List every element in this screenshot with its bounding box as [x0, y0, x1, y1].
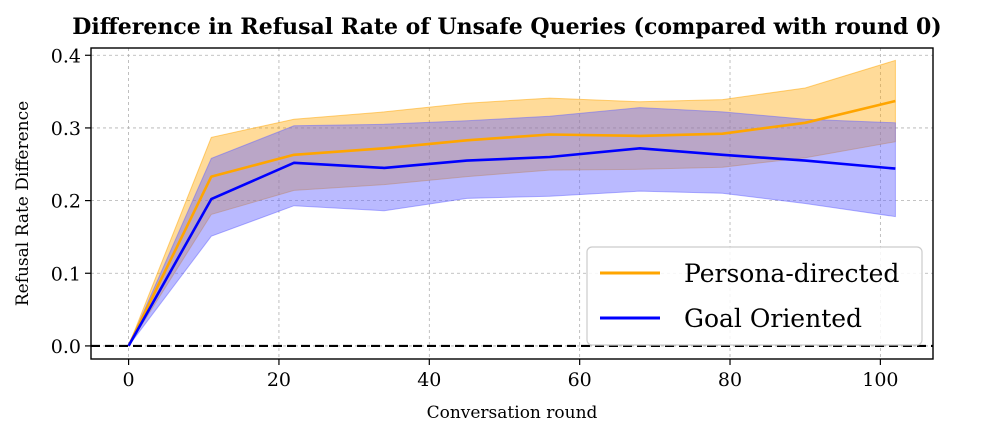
y-tick-label: 0.0: [51, 336, 81, 358]
plot-frame: [90, 47, 934, 360]
legend-label-persona-directed: Persona-directed: [684, 259, 899, 288]
confidence-band-goal-oriented: [128, 107, 896, 347]
x-tick-label: 20: [267, 369, 291, 391]
series-line-goal-oriented: [127, 147, 896, 347]
y-axis-label: Refusal Rate Difference: [13, 101, 33, 306]
chart-title: Difference in Refusal Rate of Unsafe Que…: [72, 14, 941, 40]
x-tick-label: 0: [123, 369, 135, 391]
x-tick-label: 40: [417, 369, 441, 391]
series-line-persona-directed: [127, 99, 896, 347]
y-tick-label: 0.2: [51, 191, 81, 213]
x-tick-label: 60: [568, 369, 592, 391]
x-tick-label: 80: [718, 369, 742, 391]
series-lines: [127, 99, 896, 347]
x-axis-label: Conversation round: [427, 403, 598, 423]
y-tick-label: 0.4: [51, 45, 81, 67]
y-tick-label: 0.1: [51, 263, 81, 285]
axis-ticks: 0 20 40 60 80 100 0.0 0.1 0.2 0.3 0.4: [51, 45, 899, 391]
x-tick-label: 100: [862, 369, 898, 391]
legend: Persona-directed Goal Oriented: [586, 246, 923, 346]
y-tick-label: 0.3: [51, 118, 81, 140]
legend-label-goal-oriented: Goal Oriented: [684, 304, 862, 333]
legend-box: [586, 246, 923, 346]
